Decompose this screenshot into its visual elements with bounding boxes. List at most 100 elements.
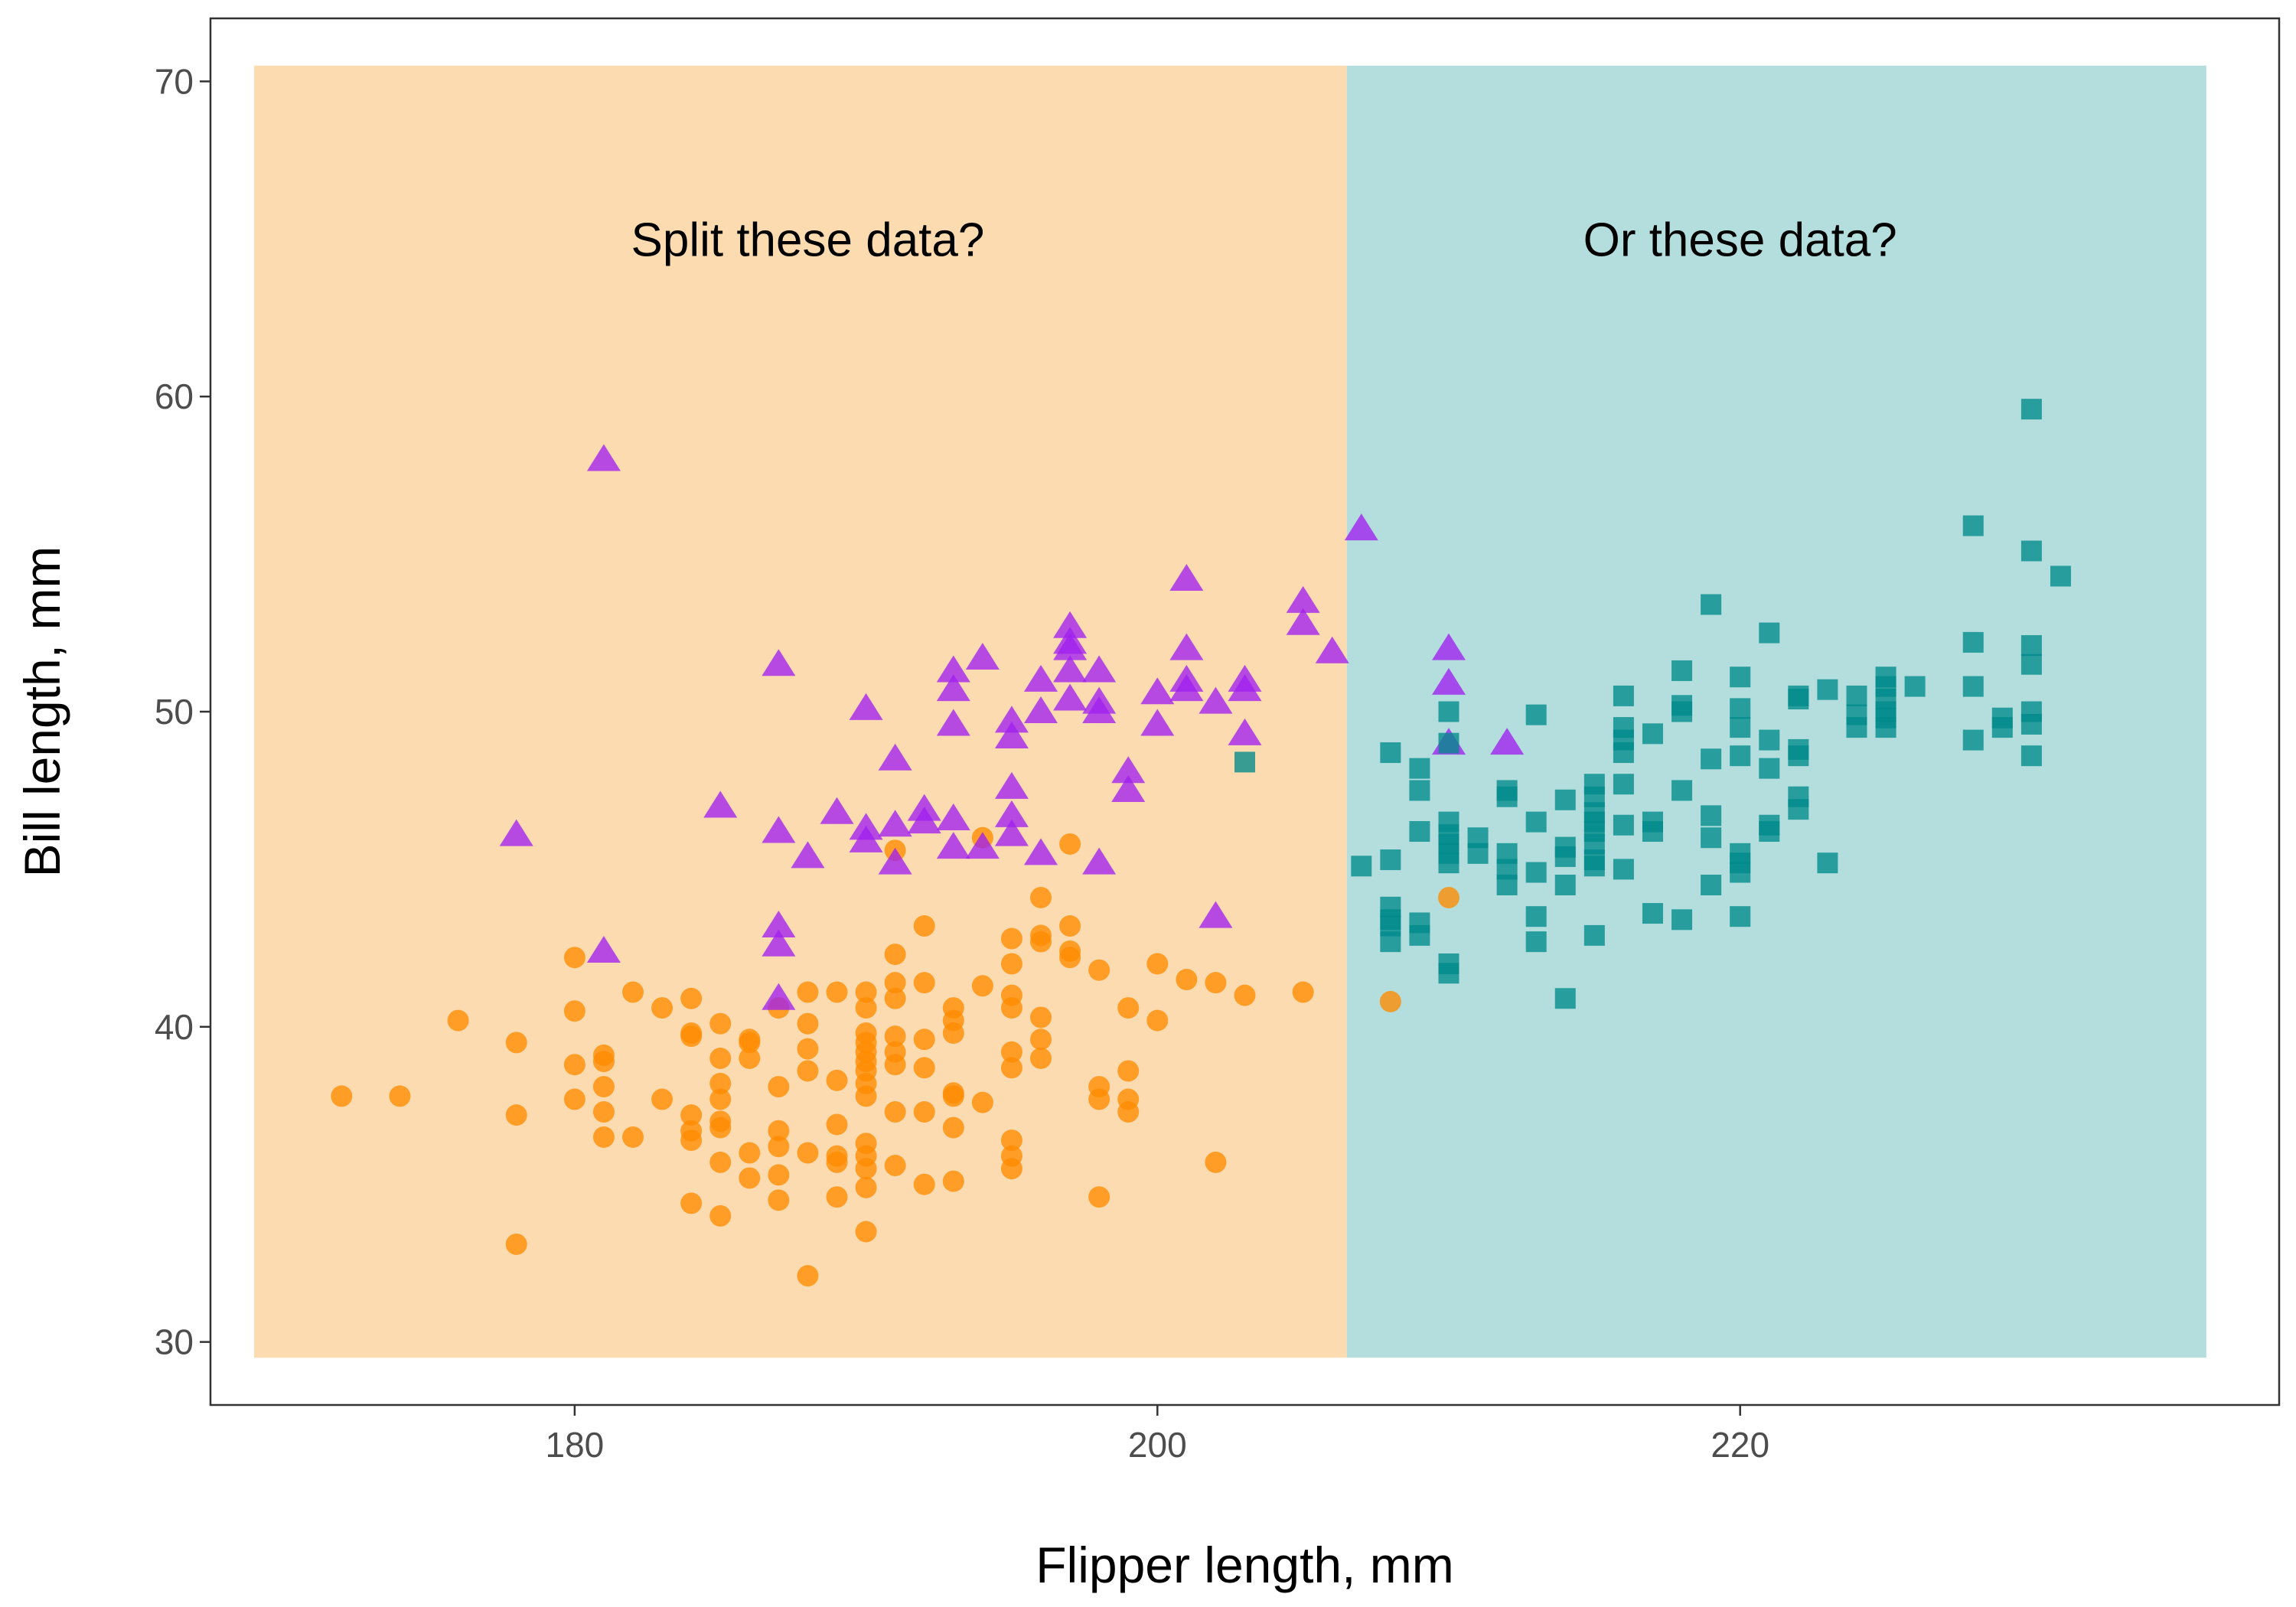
square-point bbox=[1613, 685, 1634, 706]
circle-point bbox=[884, 944, 906, 966]
y-tick-label: 50 bbox=[155, 692, 194, 732]
y-tick-label: 70 bbox=[155, 61, 194, 101]
triangle-point bbox=[878, 743, 912, 771]
circle-point bbox=[505, 1032, 527, 1054]
circle-point bbox=[971, 975, 993, 997]
circle-point bbox=[1059, 947, 1081, 969]
circle-point bbox=[1000, 1158, 1022, 1180]
square-point bbox=[2020, 713, 2042, 735]
circle-point bbox=[768, 1189, 790, 1211]
triangle-point bbox=[1228, 718, 1262, 745]
triangle-point bbox=[762, 929, 796, 957]
circle-point bbox=[680, 1192, 703, 1214]
triangle-point bbox=[878, 810, 912, 837]
triangle-point bbox=[1199, 901, 1233, 928]
triangle-point bbox=[936, 832, 970, 859]
square-point bbox=[1671, 909, 1693, 931]
square-point bbox=[1817, 852, 1838, 874]
square-point bbox=[2050, 566, 2071, 587]
triangle-point bbox=[965, 832, 1000, 859]
circle-point bbox=[680, 1104, 703, 1126]
square-point bbox=[1613, 859, 1634, 880]
square-point bbox=[1409, 820, 1430, 842]
square-point bbox=[2020, 399, 2042, 420]
circle-point bbox=[1117, 1101, 1140, 1123]
circle-point bbox=[1030, 1006, 1052, 1028]
square-point bbox=[1962, 515, 1984, 536]
circle-point bbox=[1146, 1009, 1169, 1032]
circle-point bbox=[505, 1104, 527, 1126]
annotation-2: Or these data? bbox=[1583, 214, 1897, 266]
highlight-regions bbox=[254, 65, 2206, 1358]
square-point bbox=[1642, 903, 1663, 924]
circle-point bbox=[389, 1085, 411, 1107]
circle-point bbox=[739, 1167, 761, 1189]
square-point bbox=[1730, 667, 1751, 688]
square-point bbox=[1759, 622, 1780, 644]
triangle-point bbox=[994, 706, 1029, 733]
square-point bbox=[1438, 963, 1459, 984]
circle-point bbox=[913, 1101, 935, 1123]
circle-point bbox=[592, 1101, 615, 1123]
circle-point bbox=[797, 1012, 819, 1035]
circle-point bbox=[971, 1091, 993, 1113]
annotation-1: Split these data? bbox=[631, 214, 984, 266]
circle-point bbox=[797, 1142, 819, 1164]
circle-point bbox=[855, 997, 877, 1019]
square-point bbox=[1525, 811, 1547, 833]
square-point bbox=[1671, 660, 1693, 681]
square-point bbox=[1671, 780, 1693, 801]
y-tick-label: 40 bbox=[155, 1007, 194, 1047]
circle-point bbox=[680, 1025, 703, 1048]
square-point bbox=[1438, 701, 1459, 722]
circle-point bbox=[913, 915, 935, 937]
square-point bbox=[1846, 717, 1867, 738]
circle-point bbox=[855, 1158, 877, 1180]
square-point bbox=[1496, 786, 1518, 807]
circle-point bbox=[592, 1126, 615, 1148]
circle-point bbox=[709, 1048, 732, 1069]
circle-point bbox=[768, 1076, 790, 1098]
circle-point bbox=[1088, 1186, 1110, 1208]
circle-point bbox=[884, 1054, 906, 1076]
square-point bbox=[1962, 631, 1984, 653]
square-point bbox=[1730, 745, 1751, 767]
square-point bbox=[2020, 635, 2042, 657]
triangle-point bbox=[1053, 655, 1088, 683]
square-point bbox=[2020, 540, 2042, 562]
triangle-point bbox=[586, 935, 621, 963]
circle-point bbox=[651, 997, 673, 1019]
circle-point bbox=[1088, 959, 1110, 981]
circle-point bbox=[709, 1151, 732, 1173]
triangle-point bbox=[1431, 633, 1466, 660]
triangle-point bbox=[994, 819, 1029, 846]
circle-point bbox=[622, 981, 644, 1003]
square-point bbox=[1438, 732, 1459, 754]
triangle-point bbox=[1286, 608, 1320, 635]
triangle-point bbox=[762, 911, 796, 938]
triangle-point bbox=[1199, 686, 1233, 714]
circle-point bbox=[768, 1120, 790, 1142]
triangle-point bbox=[1111, 756, 1146, 784]
triangle-point bbox=[994, 771, 1029, 799]
triangle-point bbox=[1169, 674, 1204, 702]
square-point bbox=[1583, 856, 1605, 877]
circle-point bbox=[1030, 1048, 1052, 1069]
square-point bbox=[1409, 780, 1430, 801]
circle-point bbox=[797, 1265, 819, 1287]
square-point bbox=[1380, 931, 1401, 953]
circle-point bbox=[942, 1085, 964, 1107]
square-point bbox=[1554, 846, 1576, 867]
y-tick-label: 60 bbox=[155, 376, 194, 416]
square-point bbox=[1730, 698, 1751, 719]
triangle-point bbox=[1111, 774, 1146, 802]
circle-point bbox=[768, 1164, 790, 1186]
circle-point bbox=[1030, 1028, 1052, 1051]
square-point bbox=[1730, 717, 1751, 738]
x-tick-label: 220 bbox=[1711, 1425, 1769, 1465]
square-point bbox=[1525, 704, 1547, 725]
circle-point bbox=[913, 1173, 935, 1195]
circle-point bbox=[1205, 1151, 1227, 1173]
x-axis: 180 200 220 bbox=[546, 1405, 1769, 1465]
